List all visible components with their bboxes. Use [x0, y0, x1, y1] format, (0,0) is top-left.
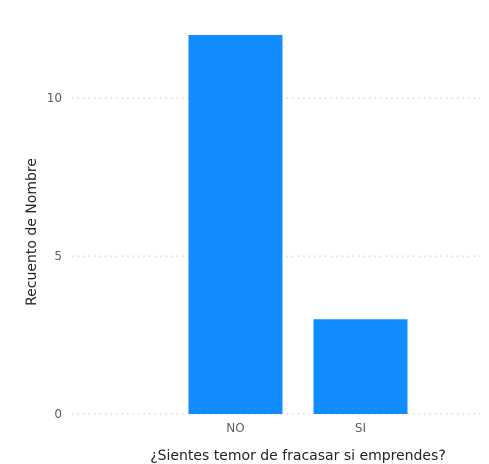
y-axis-title: Recuento de Nombre — [24, 158, 40, 306]
bars — [188, 34, 408, 414]
bar-si[interactable] — [313, 319, 408, 414]
y-axis-ticks: 0 5 10 — [47, 91, 62, 421]
y-tick-label: 10 — [47, 91, 62, 105]
y-tick-label: 5 — [54, 249, 62, 263]
bar-no[interactable] — [188, 34, 283, 414]
x-axis-ticks: NO SI — [226, 421, 366, 435]
x-axis-title: ¿Sientes temor de fracasar si emprendes? — [150, 448, 446, 464]
x-tick-label: NO — [226, 421, 244, 435]
x-tick-label: SI — [355, 421, 366, 435]
y-tick-label: 0 — [54, 407, 62, 421]
